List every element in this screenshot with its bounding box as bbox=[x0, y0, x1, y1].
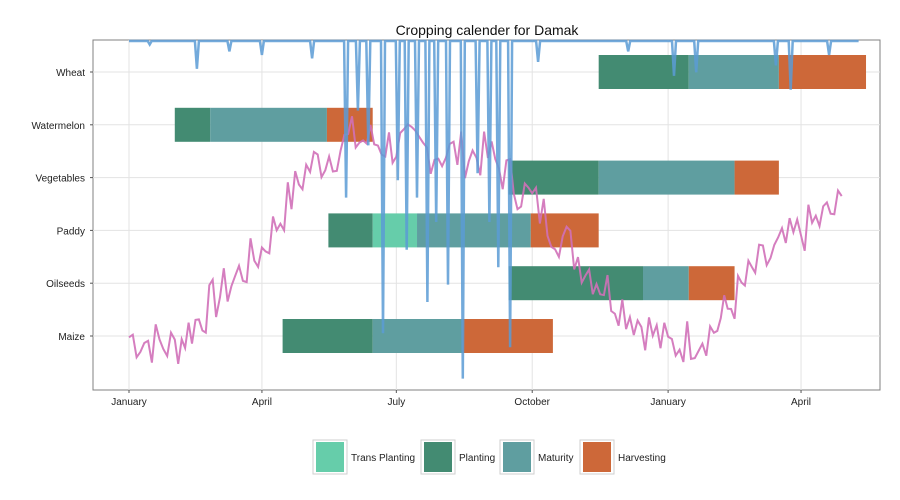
legend-swatch-planting bbox=[424, 442, 452, 472]
legend-swatch-maturity bbox=[503, 442, 531, 472]
y-tick-label-watermelon: Watermelon bbox=[31, 121, 85, 132]
chart-title: Cropping calender for Damak bbox=[396, 22, 580, 38]
x-tick-label-2: July bbox=[387, 397, 405, 408]
bar-paddy-maturity bbox=[417, 213, 531, 248]
bar-wheat-maturity bbox=[688, 55, 779, 89]
x-tick-label-4: January bbox=[650, 397, 686, 408]
legend-swatch-trans-planting bbox=[316, 442, 344, 472]
legend-swatch-harvesting bbox=[583, 442, 611, 472]
x-axis: January April July October January April bbox=[111, 390, 811, 408]
bar-paddy-trans-planting bbox=[372, 213, 418, 248]
y-axis: Maize Oilseeds Paddy Vegetables Watermelon Wh… bbox=[31, 68, 93, 343]
bar-maize-maturity bbox=[372, 319, 463, 353]
bar-watermelon-maturity bbox=[210, 107, 327, 142]
legend: Trans Planting Planting Maturity Harvesting bbox=[312, 439, 666, 475]
overlay-line-pink bbox=[128, 116, 843, 364]
legend-label-planting: Planting bbox=[459, 453, 495, 464]
y-tick-label-paddy: Paddy bbox=[57, 226, 85, 237]
stage-bars bbox=[174, 55, 867, 353]
x-tick-label-5: April bbox=[791, 397, 811, 408]
x-tick-label-1: April bbox=[252, 397, 272, 408]
bar-maize-harvesting bbox=[462, 319, 553, 353]
bar-vegetables-maturity bbox=[598, 160, 735, 195]
overlay-line-blue bbox=[129, 39, 859, 379]
legend-label-trans-planting: Trans Planting bbox=[351, 453, 415, 464]
bar-paddy-planting bbox=[328, 213, 373, 248]
bar-oilseeds-planting bbox=[508, 266, 643, 301]
x-tick-label-3: October bbox=[514, 397, 550, 408]
bar-wheat-harvesting bbox=[778, 55, 867, 89]
bar-vegetables-harvesting bbox=[734, 160, 779, 195]
y-tick-label-maize: Maize bbox=[58, 332, 85, 343]
y-tick-label-oilseeds: Oilseeds bbox=[46, 279, 85, 290]
y-tick-label-wheat: Wheat bbox=[56, 68, 85, 79]
bar-vegetables-planting bbox=[508, 160, 599, 195]
legend-label-maturity: Maturity bbox=[538, 453, 574, 464]
bar-watermelon-planting bbox=[174, 107, 211, 142]
overlay-lines bbox=[128, 39, 859, 379]
legend-label-harvesting: Harvesting bbox=[618, 453, 666, 464]
bar-maize-planting bbox=[282, 319, 373, 353]
bar-oilseeds-maturity bbox=[642, 266, 689, 301]
y-tick-label-vegetables: Vegetables bbox=[36, 174, 86, 185]
x-tick-label-0: January bbox=[111, 397, 147, 408]
bar-oilseeds-harvesting bbox=[688, 266, 735, 301]
